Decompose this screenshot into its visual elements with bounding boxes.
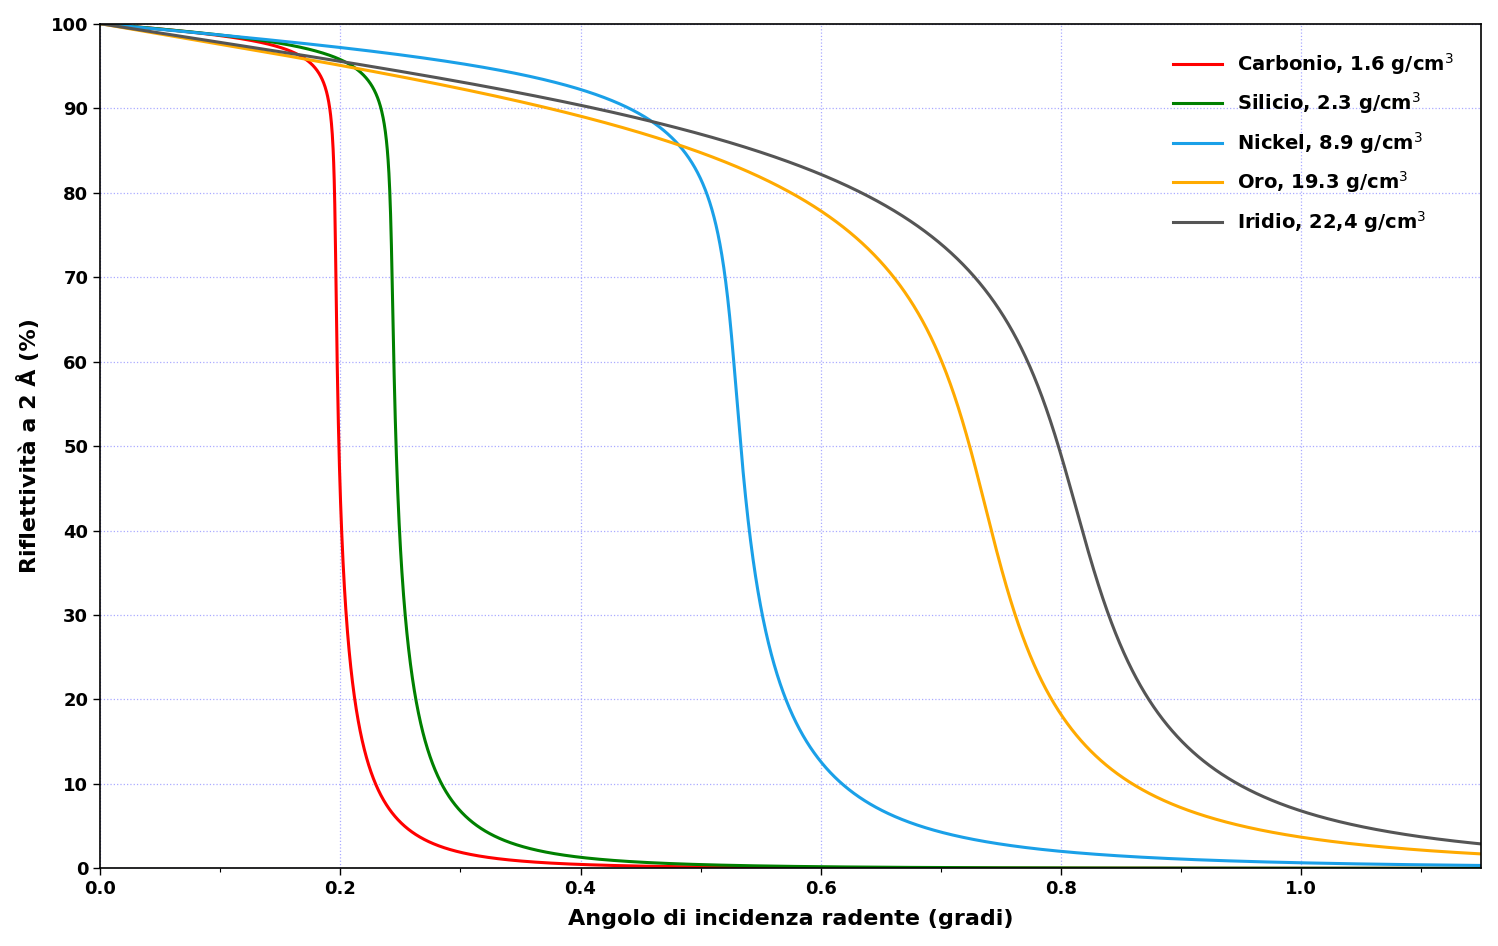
Nickel, 8.9 g/cm$^3$ <box>619 102 637 114</box>
Legend: Carbonio, 1.6 g/cm$^3$, Silicio, 2.3 g/cm$^3$, Nickel, 8.9 g/cm$^3$, Oro, 19.3 g: Carbonio, 1.6 g/cm$^3$, Silicio, 2.3 g/c… <box>1165 44 1462 242</box>
Silicio, 2.3 g/cm$^3$ <box>91 18 109 29</box>
Line: Nickel, 8.9 g/cm$^3$: Nickel, 8.9 g/cm$^3$ <box>100 24 1482 866</box>
Carbonio, 1.6 g/cm$^3$ <box>342 664 360 675</box>
Silicio, 2.3 g/cm$^3$ <box>619 856 637 867</box>
Oro, 19.3 g/cm$^3$ <box>619 123 637 134</box>
Y-axis label: Riflettività a 2 Å (%): Riflettività a 2 Å (%) <box>16 319 39 573</box>
Nickel, 8.9 g/cm$^3$ <box>342 44 360 55</box>
Silicio, 2.3 g/cm$^3$ <box>1122 863 1140 874</box>
Oro, 19.3 g/cm$^3$ <box>1227 819 1245 831</box>
Iridio, 22,4 g/cm$^3$ <box>1227 777 1245 788</box>
Iridio, 22,4 g/cm$^3$ <box>619 110 637 121</box>
Nickel, 8.9 g/cm$^3$ <box>91 18 109 29</box>
X-axis label: Angolo di incidenza radente (gradi): Angolo di incidenza radente (gradi) <box>568 909 1014 929</box>
Oro, 19.3 g/cm$^3$ <box>91 18 109 29</box>
Carbonio, 1.6 g/cm$^3$ <box>1227 863 1245 874</box>
Line: Oro, 19.3 g/cm$^3$: Oro, 19.3 g/cm$^3$ <box>100 24 1482 854</box>
Iridio, 22,4 g/cm$^3$ <box>1473 838 1491 850</box>
Silicio, 2.3 g/cm$^3$ <box>342 60 360 71</box>
Silicio, 2.3 g/cm$^3$ <box>920 862 938 873</box>
Line: Silicio, 2.3 g/cm$^3$: Silicio, 2.3 g/cm$^3$ <box>100 24 1482 868</box>
Oro, 19.3 g/cm$^3$ <box>989 552 1007 563</box>
Iridio, 22,4 g/cm$^3$ <box>920 228 938 239</box>
Nickel, 8.9 g/cm$^3$ <box>1122 850 1140 862</box>
Nickel, 8.9 g/cm$^3$ <box>920 823 938 834</box>
Nickel, 8.9 g/cm$^3$ <box>1473 860 1491 871</box>
Oro, 19.3 g/cm$^3$ <box>342 61 360 73</box>
Carbonio, 1.6 g/cm$^3$ <box>920 863 938 874</box>
Line: Carbonio, 1.6 g/cm$^3$: Carbonio, 1.6 g/cm$^3$ <box>100 24 1482 868</box>
Oro, 19.3 g/cm$^3$ <box>920 326 938 338</box>
Silicio, 2.3 g/cm$^3$ <box>1473 863 1491 874</box>
Oro, 19.3 g/cm$^3$ <box>1473 849 1491 860</box>
Iridio, 22,4 g/cm$^3$ <box>91 18 109 29</box>
Oro, 19.3 g/cm$^3$ <box>1122 777 1140 788</box>
Nickel, 8.9 g/cm$^3$ <box>989 838 1007 850</box>
Carbonio, 1.6 g/cm$^3$ <box>1122 863 1140 874</box>
Iridio, 22,4 g/cm$^3$ <box>342 58 360 69</box>
Carbonio, 1.6 g/cm$^3$ <box>989 863 1007 874</box>
Iridio, 22,4 g/cm$^3$ <box>1122 661 1140 673</box>
Line: Iridio, 22,4 g/cm$^3$: Iridio, 22,4 g/cm$^3$ <box>100 24 1482 844</box>
Carbonio, 1.6 g/cm$^3$ <box>619 860 637 871</box>
Carbonio, 1.6 g/cm$^3$ <box>91 18 109 29</box>
Nickel, 8.9 g/cm$^3$ <box>1227 855 1245 867</box>
Iridio, 22,4 g/cm$^3$ <box>989 303 1007 314</box>
Silicio, 2.3 g/cm$^3$ <box>1227 863 1245 874</box>
Silicio, 2.3 g/cm$^3$ <box>989 862 1007 873</box>
Carbonio, 1.6 g/cm$^3$ <box>1473 863 1491 874</box>
